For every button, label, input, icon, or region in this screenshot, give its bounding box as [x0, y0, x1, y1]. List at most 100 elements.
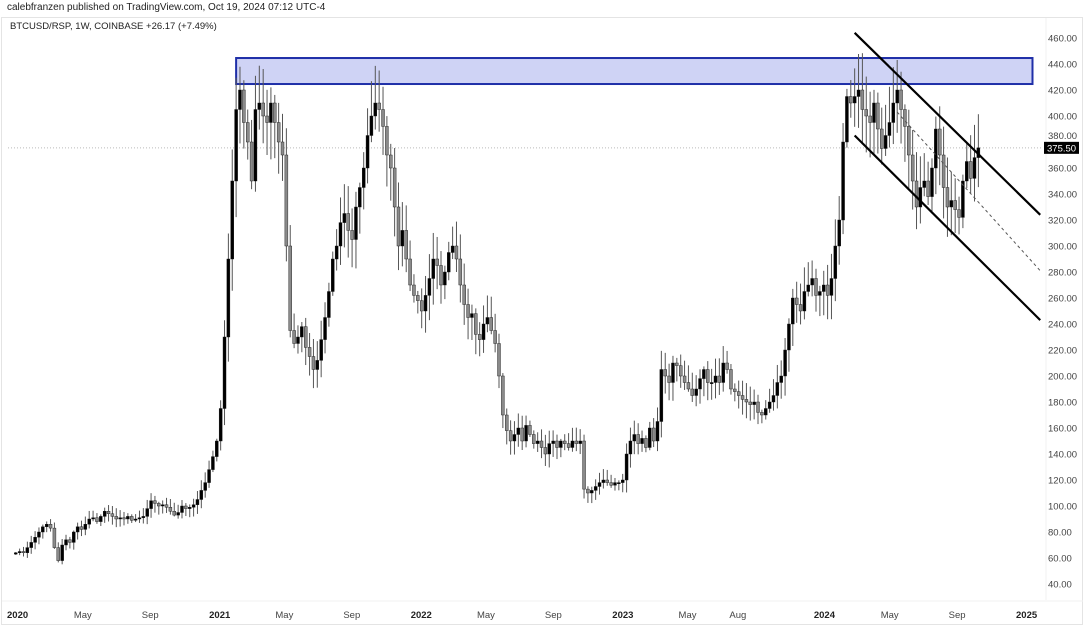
candle-body — [872, 102, 876, 123]
candle-body — [628, 440, 633, 455]
price-tick-label: 360.00 — [1048, 164, 1077, 175]
candle-body — [400, 230, 405, 247]
candle-body — [559, 440, 563, 448]
candle-body — [327, 291, 331, 318]
candle-body — [450, 245, 455, 253]
candle-body — [590, 490, 594, 494]
price-tick-label: 220.00 — [1048, 346, 1077, 357]
candle-body — [25, 547, 30, 553]
candle-body — [922, 180, 926, 188]
candle-body — [95, 517, 99, 522]
candle-body — [238, 89, 242, 110]
candle-body — [779, 375, 783, 383]
price-tick-label: 380.00 — [1048, 131, 1077, 142]
candle-body — [265, 115, 269, 123]
time-tick-label: Sep — [142, 610, 159, 621]
candle-body — [566, 443, 571, 448]
price-tick-label: 340.00 — [1048, 190, 1077, 201]
candle-body — [130, 516, 134, 521]
price-axis: 460.00 440.00 420.00 400.00 380.00 360.00 340.… — [1044, 18, 1079, 600]
candle-body — [323, 317, 327, 340]
candle-body — [37, 531, 41, 538]
candle-body — [419, 300, 424, 312]
candle-body — [675, 362, 679, 366]
publisher-line: calebfranzen published on TradingView.co… — [7, 2, 326, 13]
candle-body — [474, 313, 478, 335]
candle-body — [501, 375, 505, 416]
candle-body — [149, 500, 153, 509]
candle-body — [845, 96, 849, 143]
candle-body — [505, 414, 509, 431]
candle-body — [215, 440, 219, 457]
price-tick-label: 400.00 — [1048, 112, 1077, 123]
candle-body — [168, 507, 173, 512]
candle-body — [497, 343, 501, 377]
candle-body — [806, 284, 810, 292]
candle-body — [458, 258, 463, 286]
candle-body — [87, 518, 91, 525]
candle-body — [907, 126, 911, 156]
candle-body — [551, 440, 555, 444]
candle-body — [29, 542, 33, 548]
candle-body — [543, 447, 548, 455]
candle-body — [72, 531, 76, 543]
candle-body — [257, 102, 262, 110]
time-tick-label: 2022 — [411, 610, 432, 621]
candle-body — [230, 180, 234, 260]
candle-body — [570, 440, 575, 448]
channel-lower-line — [853, 134, 1042, 321]
candle-body — [365, 135, 370, 169]
candle-body — [79, 526, 84, 530]
candle-body — [547, 443, 551, 455]
candle-body — [17, 551, 22, 553]
price-tick-label: 60.00 — [1048, 554, 1072, 565]
candle-body — [671, 362, 675, 383]
candle-body — [965, 161, 969, 182]
candle-body — [180, 505, 184, 513]
candle-body — [176, 512, 180, 516]
candle-body — [346, 213, 350, 231]
candle-body — [852, 96, 857, 104]
candle-body — [601, 479, 606, 483]
candle-body — [234, 109, 238, 182]
candle-body — [586, 488, 590, 494]
candle-body — [744, 399, 749, 403]
candle-body — [528, 425, 532, 435]
chart-frame — [1, 17, 1083, 625]
candle-body — [729, 369, 733, 390]
candle-body — [930, 167, 934, 197]
candle-body — [941, 154, 946, 188]
candle-body — [342, 213, 347, 223]
candle-body — [760, 412, 764, 416]
candle-body — [829, 278, 834, 296]
candle-body — [655, 421, 660, 442]
candle-body — [110, 513, 115, 517]
candle-body — [292, 330, 296, 344]
candle-body — [276, 122, 281, 143]
candle-body — [640, 438, 644, 444]
candle-body — [771, 395, 776, 403]
candle-body — [377, 102, 381, 110]
candle-body — [690, 388, 694, 396]
candle-body — [68, 539, 72, 543]
candle-body — [578, 440, 582, 444]
candle-body — [48, 524, 53, 529]
price-tick-label: 160.00 — [1048, 424, 1077, 435]
candle-body — [961, 180, 965, 218]
candle-body — [918, 187, 923, 208]
last-price-badge — [1044, 141, 1079, 154]
channel-mid-line — [896, 111, 1041, 272]
time-tick-label: May — [881, 610, 899, 621]
time-axis: 2020 May Sep 2021 May Sep 2022 May Sep 2023 May Aug… — [2, 600, 1083, 621]
candle-body — [934, 128, 938, 169]
price-tick-label: 80.00 — [1048, 528, 1072, 539]
candle-body — [849, 96, 853, 104]
candle-body — [195, 499, 200, 505]
candle-body — [532, 434, 536, 444]
candle-body — [21, 551, 26, 553]
candle-body — [880, 128, 884, 149]
candle-body — [563, 440, 567, 444]
candle-body — [52, 527, 57, 548]
candle-body — [203, 482, 207, 491]
